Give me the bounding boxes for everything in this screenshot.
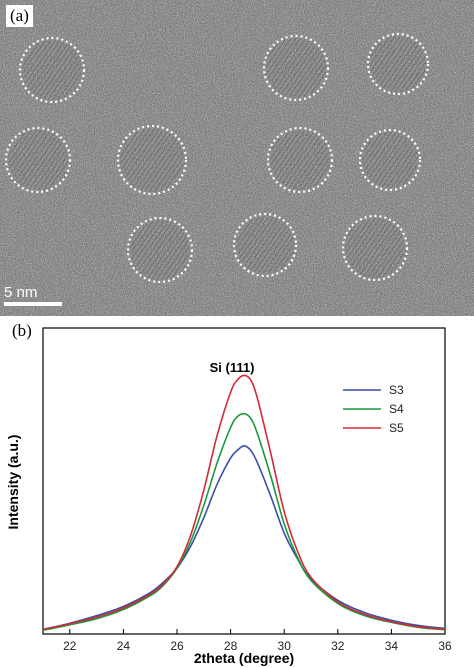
nanoparticle-lattice [345, 218, 405, 278]
nanoparticle-lattice [120, 128, 184, 192]
x-tick-label: 22 [63, 639, 77, 653]
x-tick-label: 34 [385, 639, 399, 653]
nanoparticle-lattice [236, 216, 294, 274]
tem-micrograph [0, 0, 474, 316]
legend-label-s4: S4 [389, 402, 404, 416]
nanoparticle-outline [366, 32, 430, 96]
nanoparticle-outline [4, 126, 72, 194]
tem-image-panel: (a) 5 nm [0, 0, 474, 316]
scale-bar [4, 302, 62, 306]
nanoparticle-outline [116, 124, 188, 196]
peak-annotation: Si (111) [210, 360, 255, 375]
nanoparticle-lattice [130, 220, 190, 280]
plot-frame [42, 327, 446, 635]
nanoparticle-outline [266, 126, 334, 194]
x-tick-label: 36 [438, 639, 452, 653]
panel-a-label: (a) [6, 5, 33, 27]
nanoparticle-outline [126, 216, 194, 284]
panel-b-label: (b) [12, 321, 32, 340]
x-axis-ticks: 22 24 26 28 30 32 34 36 [63, 629, 452, 653]
legend: S3 S4 S5 [343, 383, 404, 435]
x-tick-label: 30 [278, 639, 292, 653]
nanoparticle-lattice [270, 130, 330, 190]
series-line-s5 [42, 374, 446, 631]
nanoparticle-outline [262, 34, 330, 102]
x-tick-label: 24 [117, 639, 131, 653]
nanoparticle-lattice [266, 38, 326, 98]
x-tick-label: 26 [170, 639, 184, 653]
series-line-s3 [42, 445, 446, 631]
nanoparticle-outline [18, 36, 86, 104]
x-tick-label: 32 [331, 639, 345, 653]
legend-label-s3: S3 [389, 383, 404, 397]
nanoparticle-lattice [362, 132, 418, 188]
nanoparticle-lattice [8, 130, 68, 190]
y-axis-title: Intensity (a.u.) [5, 435, 21, 530]
nanoparticle-outline [341, 214, 409, 282]
series-line-s4 [42, 412, 446, 632]
nanoparticle-outline [358, 128, 422, 192]
legend-label-s5: S5 [389, 421, 404, 435]
nanoparticle-lattice [370, 36, 426, 92]
nanoparticle-outline [232, 212, 298, 278]
series-lines [42, 374, 446, 632]
x-axis-title: 2theta (degree) [194, 650, 294, 666]
scale-bar-label: 5 nm [4, 284, 38, 301]
nanoparticle-lattice [22, 40, 82, 100]
xrd-chart: 22 24 26 28 30 32 34 36 Si (111) S3 S4 S5 2theta … [5, 327, 452, 666]
x-tick-label: 28 [224, 639, 238, 653]
